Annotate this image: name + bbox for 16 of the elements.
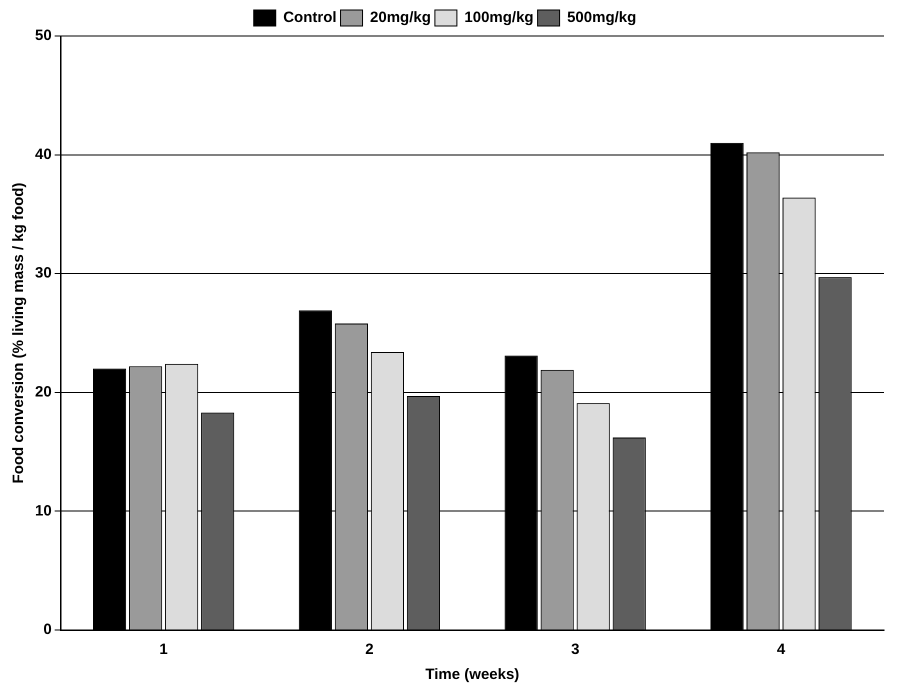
legend-label: 500mg/kg: [567, 9, 636, 26]
y-tick-label: 20: [34, 384, 52, 401]
y-tick-label: 40: [34, 146, 52, 163]
x-axis-title: Time (weeks): [425, 666, 520, 684]
y-tick-label: 50: [34, 27, 52, 44]
y-tick-label: 10: [34, 502, 52, 520]
y-axis-title: Food conversion (% living mass / kg food): [10, 182, 28, 484]
y-tick-label: 30: [34, 264, 52, 282]
x-tick-label: 2: [365, 641, 374, 658]
x-tick-label: 4: [776, 641, 786, 658]
legend-label: Control: [283, 9, 337, 26]
legend-label: 100mg/kg: [464, 9, 534, 26]
legend-label: 20mg/kg: [370, 9, 431, 26]
x-tick-label: 3: [571, 641, 580, 658]
x-tick-label: 1: [159, 641, 168, 658]
y-tick-label: 0: [43, 621, 52, 638]
